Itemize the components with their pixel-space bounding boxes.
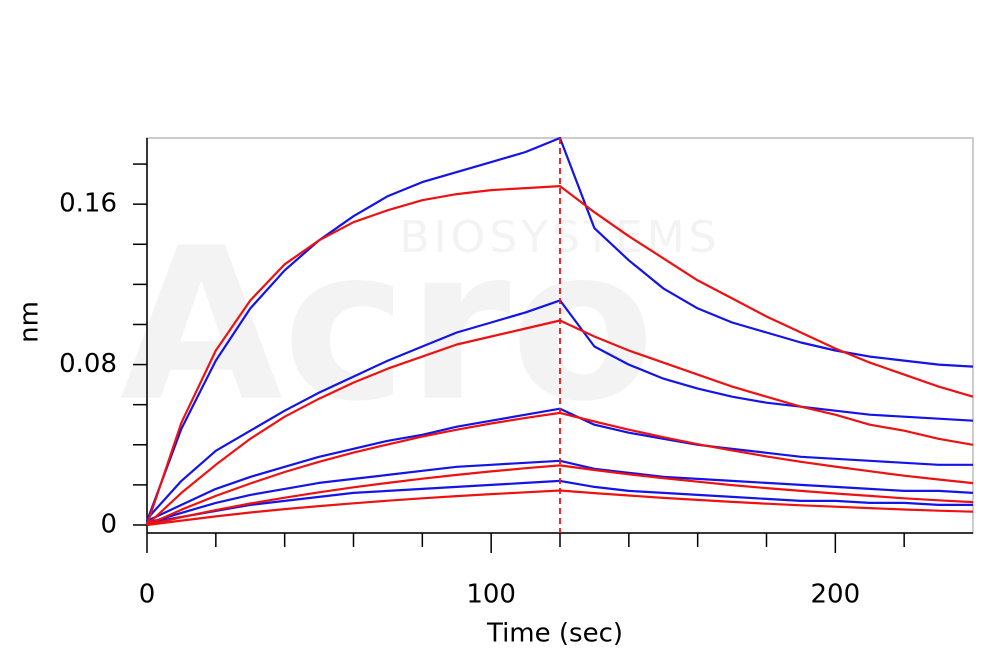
x-axis-label: Time (sec) <box>486 619 623 649</box>
sensorgram-line <box>145 185 974 526</box>
watermark: BIOSYSTEMS <box>399 212 720 263</box>
x-tick-label: 100 <box>466 580 516 610</box>
sensorgram-line <box>146 464 974 527</box>
y-tick-label: 0 <box>100 509 117 539</box>
y-tick-label: 0.16 <box>59 189 117 219</box>
x-tick-label: 0 <box>139 580 156 610</box>
watermark: Acro <box>120 203 655 448</box>
x-tick-label: 200 <box>811 580 861 610</box>
y-tick-label: 0.08 <box>59 349 117 379</box>
y-axis-label: nm <box>15 301 45 343</box>
